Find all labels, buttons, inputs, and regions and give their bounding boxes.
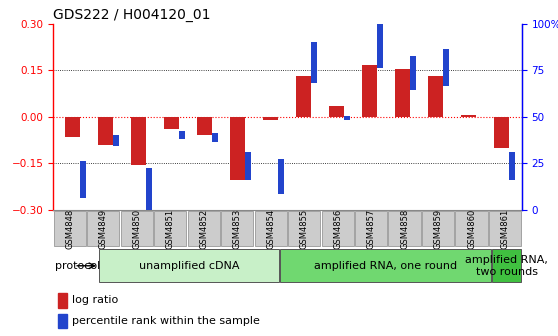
FancyBboxPatch shape [422,211,454,246]
FancyBboxPatch shape [254,211,287,246]
Bar [461,115,477,117]
FancyBboxPatch shape [355,211,387,246]
Bar [278,159,284,195]
Text: GSM4857: GSM4857 [367,208,376,249]
Bar [65,117,80,137]
Text: GSM4861: GSM4861 [501,208,509,249]
FancyBboxPatch shape [154,211,186,246]
FancyBboxPatch shape [455,211,488,246]
Text: GSM4853: GSM4853 [233,208,242,249]
Bar [329,106,344,117]
Text: amplified RNA,
two rounds: amplified RNA, two rounds [465,255,548,277]
FancyBboxPatch shape [54,211,86,246]
FancyBboxPatch shape [187,211,220,246]
Bar [58,293,68,308]
Bar [98,117,113,145]
Bar [212,133,218,142]
Bar [410,56,416,90]
Text: log ratio: log ratio [73,295,119,305]
FancyBboxPatch shape [121,211,153,246]
Bar [377,12,383,68]
Text: GSM4851: GSM4851 [166,208,175,249]
FancyBboxPatch shape [489,211,521,246]
FancyBboxPatch shape [388,211,421,246]
Bar [165,117,179,129]
Bar [198,117,212,135]
Bar [230,117,246,180]
Text: GSM4859: GSM4859 [434,208,442,249]
Bar [131,117,146,165]
Text: GSM4848: GSM4848 [65,208,74,249]
Text: GDS222 / H004120_01: GDS222 / H004120_01 [53,8,210,23]
Bar [443,49,449,86]
FancyBboxPatch shape [492,249,521,282]
Text: GSM4860: GSM4860 [467,208,476,249]
Bar [58,313,68,328]
Bar [344,116,350,120]
Text: GSM4852: GSM4852 [199,208,208,249]
FancyBboxPatch shape [87,211,119,246]
FancyBboxPatch shape [321,211,354,246]
Bar [363,66,377,117]
Bar [494,117,509,148]
Text: GSM4850: GSM4850 [132,208,141,249]
Text: unamplified cDNA: unamplified cDNA [139,261,239,271]
Text: GSM4858: GSM4858 [400,208,409,249]
FancyBboxPatch shape [281,249,491,282]
Bar [509,152,515,179]
Text: percentile rank within the sample: percentile rank within the sample [73,316,260,326]
Bar [311,42,317,83]
FancyBboxPatch shape [221,211,253,246]
Text: amplified RNA, one round: amplified RNA, one round [314,261,457,271]
Bar [296,76,311,117]
Text: GSM4849: GSM4849 [99,208,108,249]
Bar [429,76,444,117]
FancyBboxPatch shape [99,249,279,282]
Text: protocol: protocol [55,261,100,271]
Bar [146,168,152,213]
Text: GSM4855: GSM4855 [300,208,309,249]
Bar [263,117,278,120]
FancyBboxPatch shape [288,211,320,246]
Text: GSM4856: GSM4856 [333,208,342,249]
Bar [113,135,119,146]
Bar [245,152,251,179]
Text: GSM4854: GSM4854 [266,208,275,249]
Bar [396,69,410,117]
Bar [80,161,86,198]
Bar [179,131,185,138]
